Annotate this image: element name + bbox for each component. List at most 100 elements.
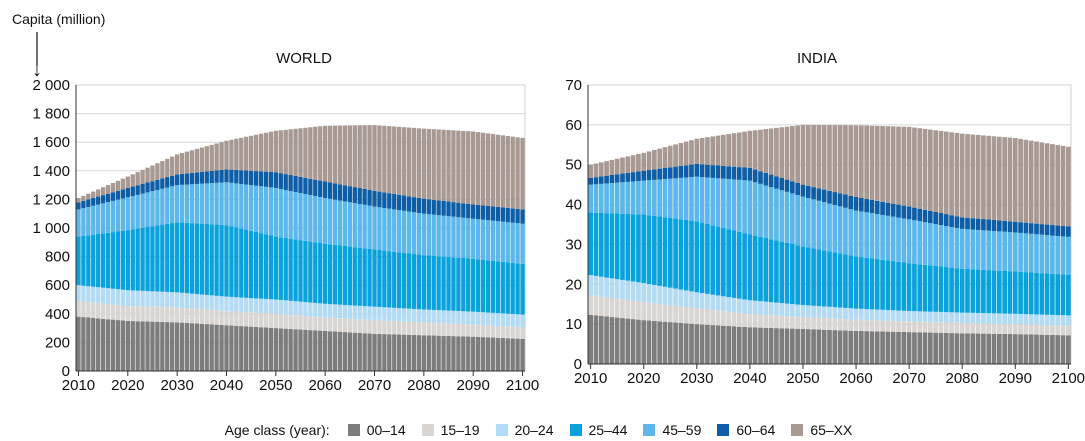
bar-segment (475, 259, 481, 312)
bar-segment (219, 310, 224, 325)
bar-segment (293, 239, 298, 302)
bar-segment (500, 221, 505, 262)
bar-segment (784, 303, 790, 317)
bar-segment (1044, 314, 1050, 326)
bar-segment (510, 262, 515, 314)
bar-segment (790, 126, 795, 182)
bar-segment (710, 294, 716, 310)
bar-segment (827, 251, 832, 307)
bar-segment (209, 183, 214, 225)
bar-segment (298, 192, 303, 241)
bar-segment (641, 152, 647, 171)
bar-segment (471, 324, 476, 337)
bar-segment (219, 324, 224, 371)
bar-segment (283, 129, 288, 175)
bar-segment (827, 306, 832, 319)
bar-segment (646, 284, 652, 303)
bar-segment (885, 320, 891, 332)
bar-segment (715, 178, 721, 227)
bar-segment (155, 179, 160, 190)
bar-segment (768, 302, 774, 316)
bar-segment (189, 293, 195, 309)
bar-segment (397, 210, 402, 253)
bar-segment (263, 132, 269, 172)
bar-segment (170, 307, 175, 323)
bar-segment (288, 238, 293, 301)
bar-segment (426, 128, 431, 200)
bar-segment (715, 135, 721, 166)
bar-segment (224, 140, 229, 170)
bar-segment (901, 321, 907, 332)
bar-segment (327, 317, 333, 332)
bar-segment (337, 125, 343, 185)
bar-segment (86, 206, 91, 236)
bar-segment (372, 333, 377, 371)
legend-item-label: 45–59 (662, 422, 702, 438)
bar-segment (392, 307, 397, 322)
bar-segment (135, 306, 140, 322)
bar-segment (105, 303, 111, 320)
bar-segment (239, 170, 244, 184)
bar-segment (105, 288, 111, 304)
bar-segment (1023, 222, 1029, 234)
bar-segment (431, 129, 436, 200)
bar-segment (160, 188, 165, 225)
bar-segment (593, 184, 599, 213)
bar-segment (843, 330, 848, 364)
bar-segment (209, 224, 214, 296)
bar-segment (471, 336, 476, 371)
bar-segment (805, 124, 811, 186)
bar-segment (869, 258, 875, 310)
bar-segment (505, 207, 510, 223)
bar-segment (816, 200, 822, 250)
bar-segment (490, 337, 496, 371)
bar-segment (308, 316, 313, 331)
bar-segment (938, 322, 944, 333)
bar-segment (715, 165, 721, 179)
bar-segment (933, 224, 938, 266)
bar-segment (646, 151, 652, 171)
bar-segment (928, 311, 933, 322)
bar-segment (928, 321, 933, 333)
bar-segment (689, 164, 694, 178)
bar-segment (837, 330, 843, 364)
bar-segment (763, 185, 769, 239)
bar-segment (76, 209, 81, 237)
bar-segment (397, 126, 402, 195)
bar-segment (441, 215, 446, 257)
bar-segment (387, 193, 392, 209)
bar-segment (636, 214, 641, 283)
bar-segment (145, 321, 150, 371)
bar-segment (874, 200, 880, 215)
bar-segment (318, 243, 323, 304)
bar-segment (726, 134, 731, 167)
bar-segment (125, 197, 130, 231)
bar-segment (705, 223, 710, 294)
bar-segment (214, 224, 219, 296)
bar-segment (303, 177, 308, 194)
bar-segment (758, 236, 763, 302)
bar-segment (790, 181, 795, 194)
bar-segment (1039, 324, 1045, 335)
bar-segment (689, 307, 694, 324)
bar-segment (816, 249, 822, 307)
bar-segment (446, 201, 451, 217)
bar-segment (795, 316, 800, 329)
bar-segment (1060, 236, 1066, 275)
bar-segment (377, 306, 382, 321)
bar-segment (938, 130, 944, 214)
y-tick-label: 1 200 (32, 191, 70, 208)
bar-segment (890, 203, 896, 217)
bar-segment (229, 296, 234, 312)
bar-segment (609, 317, 615, 364)
bar-segment (189, 323, 195, 371)
bar-segment (248, 185, 254, 231)
bar-segment (954, 216, 960, 228)
bar-segment (752, 327, 758, 364)
bar-segment (436, 215, 441, 257)
bar-segment (949, 132, 954, 216)
bar-segment (816, 306, 822, 318)
bar-segment (625, 181, 631, 214)
bar-segment (667, 145, 673, 168)
bar-segment (832, 330, 838, 364)
